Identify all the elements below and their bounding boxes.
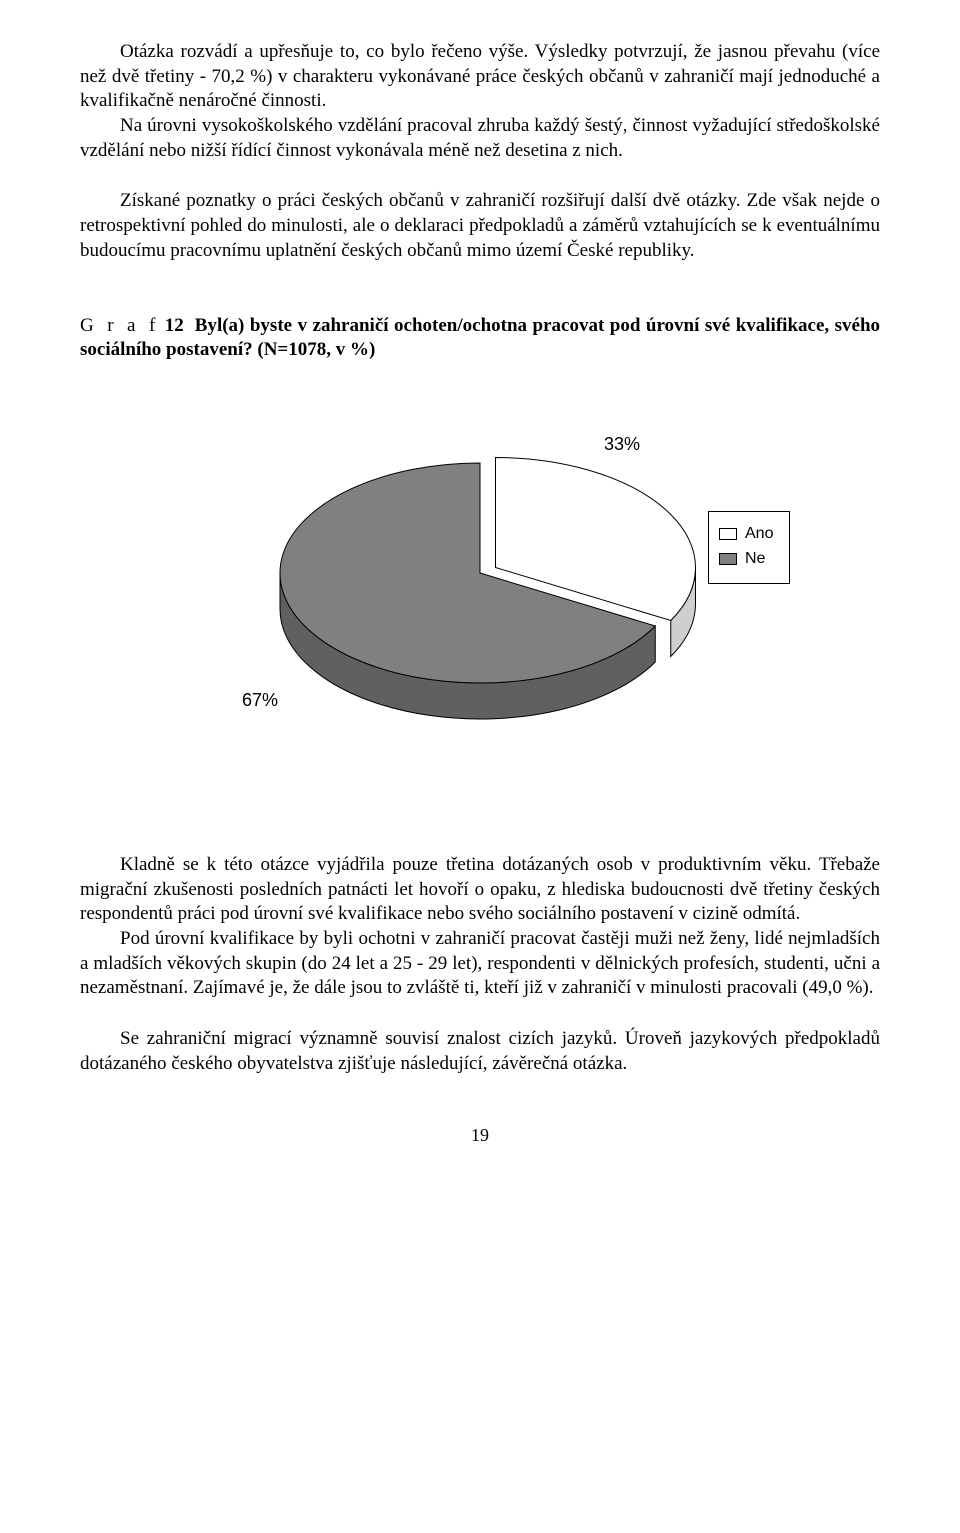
paragraph-4: Kladně se k této otázce vyjádřila pouze … [80,853,880,927]
pie-label-ano: 33% [604,433,640,456]
legend-row-ano: Ano [719,524,777,545]
pie-label-ne: 67% [242,689,278,712]
paragraph-6: Se zahraniční migrací významně souvisí z… [80,1027,880,1076]
chart-legend: Ano Ne [708,511,790,585]
page-number: 19 [80,1124,880,1147]
graf-title-text: Byl(a) byste v zahraničí ochoten/ochotna… [80,315,880,361]
chart-title: G r a f 12 Byl(a) byste v zahraničí ocho… [80,314,880,363]
legend-label-ano: Ano [745,524,773,545]
paragraph-5: Pod úrovní kvalifikace by byli ochotni v… [80,927,880,1001]
legend-row-ne: Ne [719,549,777,570]
paragraph-3: Získané poznatky o práci českých občanů … [80,189,880,263]
pie-chart-svg [220,403,740,763]
paragraph-1: Otázka rozvádí a upřesňuje to, co bylo ř… [80,40,880,114]
legend-swatch-ne [719,553,737,565]
graf-label-word: G r a f [80,315,159,336]
legend-swatch-ano [719,528,737,540]
graf-number: 12 [165,315,184,336]
pie-chart: 33% 67% Ano Ne [160,403,800,783]
paragraph-2: Na úrovni vysokoškolského vzdělání praco… [80,114,880,163]
legend-label-ne: Ne [745,549,765,570]
